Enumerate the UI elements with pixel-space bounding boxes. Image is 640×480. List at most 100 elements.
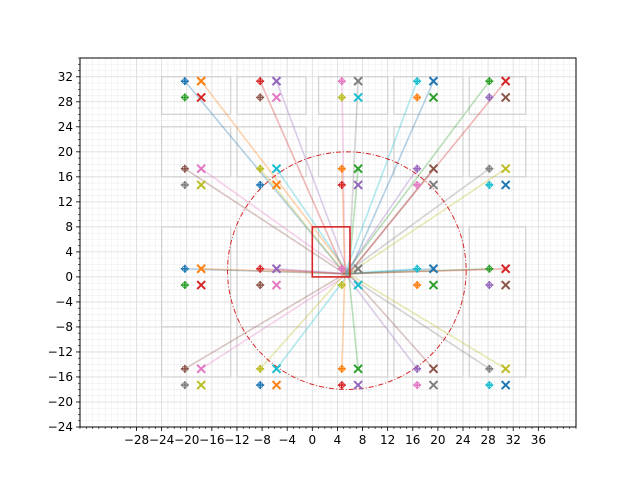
rack-box [393, 76, 464, 115]
marker-ring [257, 78, 264, 85]
scatter-marker [413, 364, 422, 373]
connection-line [348, 168, 507, 275]
marker-ring [257, 165, 264, 172]
marker-stroke [196, 180, 206, 190]
scatter-marker [180, 381, 189, 390]
connection-line [348, 80, 507, 275]
connection-line [184, 267, 345, 275]
marker-stroke [196, 264, 206, 274]
connection-line [341, 81, 346, 274]
scatter-marker [428, 92, 439, 103]
scatter-marker [428, 180, 439, 190]
red-rectangle [311, 226, 351, 278]
marker-ring [414, 94, 421, 101]
rack-box [317, 326, 389, 378]
scatter-marker [413, 180, 422, 189]
marker-stroke [271, 364, 282, 374]
marker-ring [486, 181, 493, 189]
connection-line [347, 80, 435, 275]
x-tick-label: −8 [253, 433, 271, 447]
scatter-marker [271, 264, 282, 274]
y-tick-label: 8 [65, 220, 73, 234]
plot-frame [79, 57, 577, 428]
scatter-marker [485, 77, 494, 86]
marker-ring [338, 165, 345, 172]
x-tick-label: −16 [199, 433, 224, 447]
x-tick-label: 24 [455, 433, 470, 447]
marker-ring [338, 381, 345, 389]
scatter-marker [196, 180, 206, 190]
marker-ring [181, 78, 188, 85]
connection-line [184, 80, 346, 275]
rack-box [236, 326, 307, 378]
marker-ring [181, 381, 188, 389]
marker-stroke [428, 364, 439, 374]
y-tick-label: 16 [58, 170, 73, 184]
scatter-marker [271, 180, 282, 190]
scatter-marker [256, 164, 265, 173]
marker-ring [181, 181, 188, 189]
marker-stroke [353, 163, 363, 174]
scatter-marker [428, 364, 439, 374]
y-tick-label: −4 [55, 295, 73, 309]
connection-line [348, 273, 435, 370]
connection-line [200, 80, 350, 275]
marker-stroke [353, 364, 363, 374]
scatter-marker [337, 180, 346, 189]
scatter-marker [485, 164, 494, 173]
rack-box-layer [161, 76, 527, 378]
connection-line [275, 168, 350, 275]
x-tick-label: 8 [359, 433, 367, 447]
x-tick-label: 20 [430, 433, 445, 447]
marker-stroke [271, 180, 282, 190]
marker-ring [486, 94, 493, 101]
scatter-marker [413, 381, 422, 390]
marker-stroke [271, 380, 282, 390]
marker-stroke [428, 163, 439, 174]
scatter-marker [337, 93, 346, 102]
marker-ring [181, 265, 188, 272]
marker-stroke [353, 76, 363, 86]
marker-ring [414, 265, 421, 272]
marker-stroke [500, 280, 511, 290]
red-circle [227, 151, 467, 390]
scatter-marker [271, 163, 282, 174]
rack-box [317, 76, 389, 115]
scatter-marker [353, 264, 363, 274]
scatter-marker [413, 164, 422, 173]
scatter-marker [180, 77, 189, 86]
y-tick-label: 20 [58, 145, 73, 159]
rack-box [161, 326, 232, 378]
y-tick-label: −8 [55, 320, 73, 334]
connection-line [275, 80, 350, 275]
x-tick-label: 32 [506, 433, 521, 447]
scatter-marker [196, 163, 206, 174]
scatter-marker [256, 281, 265, 290]
scatter-marker [180, 180, 189, 189]
scatter-marker [428, 76, 439, 86]
marker-stroke [500, 163, 511, 174]
rack-box [317, 126, 389, 178]
scatter-marker [271, 380, 282, 390]
y-tick-label: 0 [65, 270, 73, 284]
marker-ring [181, 165, 188, 172]
scatter-marker [428, 264, 439, 274]
scatter-marker [500, 180, 511, 190]
connection-line [348, 267, 506, 275]
scatter-marker [353, 92, 363, 103]
marker-ring [486, 165, 493, 172]
rack-box [393, 326, 464, 378]
scatter-marker [353, 163, 363, 174]
scatter-marker [256, 381, 265, 390]
marker-ring [257, 94, 264, 101]
marker-stroke [500, 380, 511, 390]
grid-layer [79, 57, 577, 428]
scatter-marker [413, 77, 422, 86]
marker-stroke [353, 180, 363, 190]
marker-stroke [428, 180, 439, 190]
marker-ring [181, 365, 188, 372]
rack-box [393, 126, 464, 178]
marker-ring [181, 281, 188, 289]
scatter-marker [180, 93, 189, 102]
